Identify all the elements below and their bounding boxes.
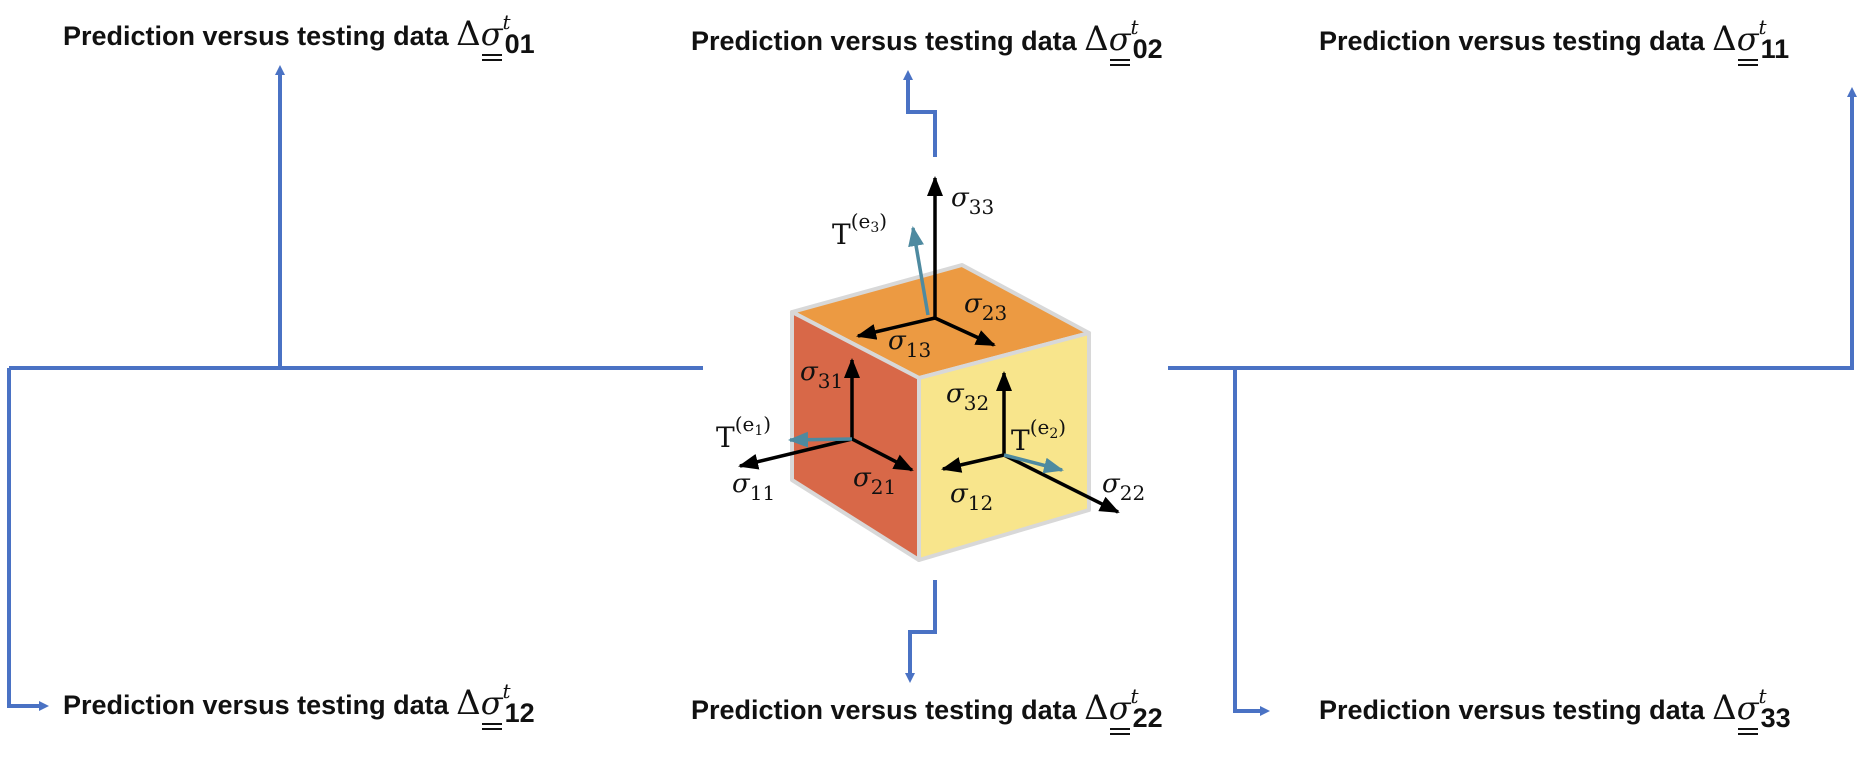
arrow-sigma-12: [941, 453, 1005, 473]
label-traction-e1: T(e1): [716, 412, 771, 454]
stress-labels: σ33 σ23 σ13 σ31 σ32 σ11 σ21 σ12 σ22: [732, 183, 1145, 515]
panel-label-01-text: Prediction versus testing data: [63, 21, 449, 51]
arrow-sigma-22: [1003, 453, 1120, 514]
cube: [790, 263, 1091, 562]
label-sigma-31: σ31: [800, 357, 843, 393]
panel-label-02: Prediction versus testing data Δσ t02: [691, 15, 1163, 66]
traction-labels: T(e3) T(e1) T(e2): [716, 209, 1066, 457]
arrow-sigma-13: [856, 316, 936, 340]
connector-to-p02: [903, 70, 937, 157]
panel-label-02-text: Prediction versus testing data: [691, 26, 1077, 56]
connector-to-p33: [1233, 368, 1270, 716]
arrow-sigma-11: [738, 437, 853, 470]
stress-arrows: [738, 176, 1120, 514]
label-sigma-13: σ13: [888, 326, 931, 362]
label-sigma-33: σ33: [951, 183, 994, 219]
arrow-traction-e1: [788, 431, 853, 448]
arrow-sigma-21: [851, 437, 914, 472]
connector-to-p01: [9, 70, 703, 370]
panel-label-11-text: Prediction versus testing data: [1319, 26, 1705, 56]
label-traction-e3: T(e3): [832, 209, 887, 251]
label-sigma-23: σ23: [964, 289, 1007, 325]
arrow-traction-e3: [908, 226, 930, 316]
label-sigma-22: σ22: [1102, 469, 1145, 505]
connector-to-p12: [7, 368, 49, 711]
arrow-traction-e2: [1003, 453, 1064, 474]
connector-lines: [7, 70, 1857, 716]
label-sigma-32: σ32: [946, 379, 989, 415]
panel-label-01: Prediction versus testing data Δσ t01: [63, 10, 535, 61]
label-traction-e2: T(e2): [1011, 415, 1066, 457]
label-sigma-11: σ11: [732, 469, 775, 505]
panel-label-33-text: Prediction versus testing data: [1319, 695, 1705, 725]
panel-label-12-text: Prediction versus testing data: [63, 690, 449, 720]
panel-label-33: Prediction versus testing data Δσ t33: [1319, 684, 1791, 735]
arrow-sigma-23: [934, 316, 996, 347]
connector-to-p11: [1168, 87, 1857, 370]
panel-label-22: Prediction versus testing data Δσ t22: [691, 684, 1163, 735]
connector-to-p22: [905, 580, 937, 683]
label-sigma-12: σ12: [950, 479, 993, 515]
label-sigma-21: σ21: [853, 463, 896, 499]
panel-label-12: Prediction versus testing data Δσ t12: [63, 679, 535, 730]
panel-label-11: Prediction versus testing data Δσ t11: [1319, 15, 1790, 66]
panel-label-22-text: Prediction versus testing data: [691, 695, 1077, 725]
traction-arrows: [788, 226, 1064, 474]
